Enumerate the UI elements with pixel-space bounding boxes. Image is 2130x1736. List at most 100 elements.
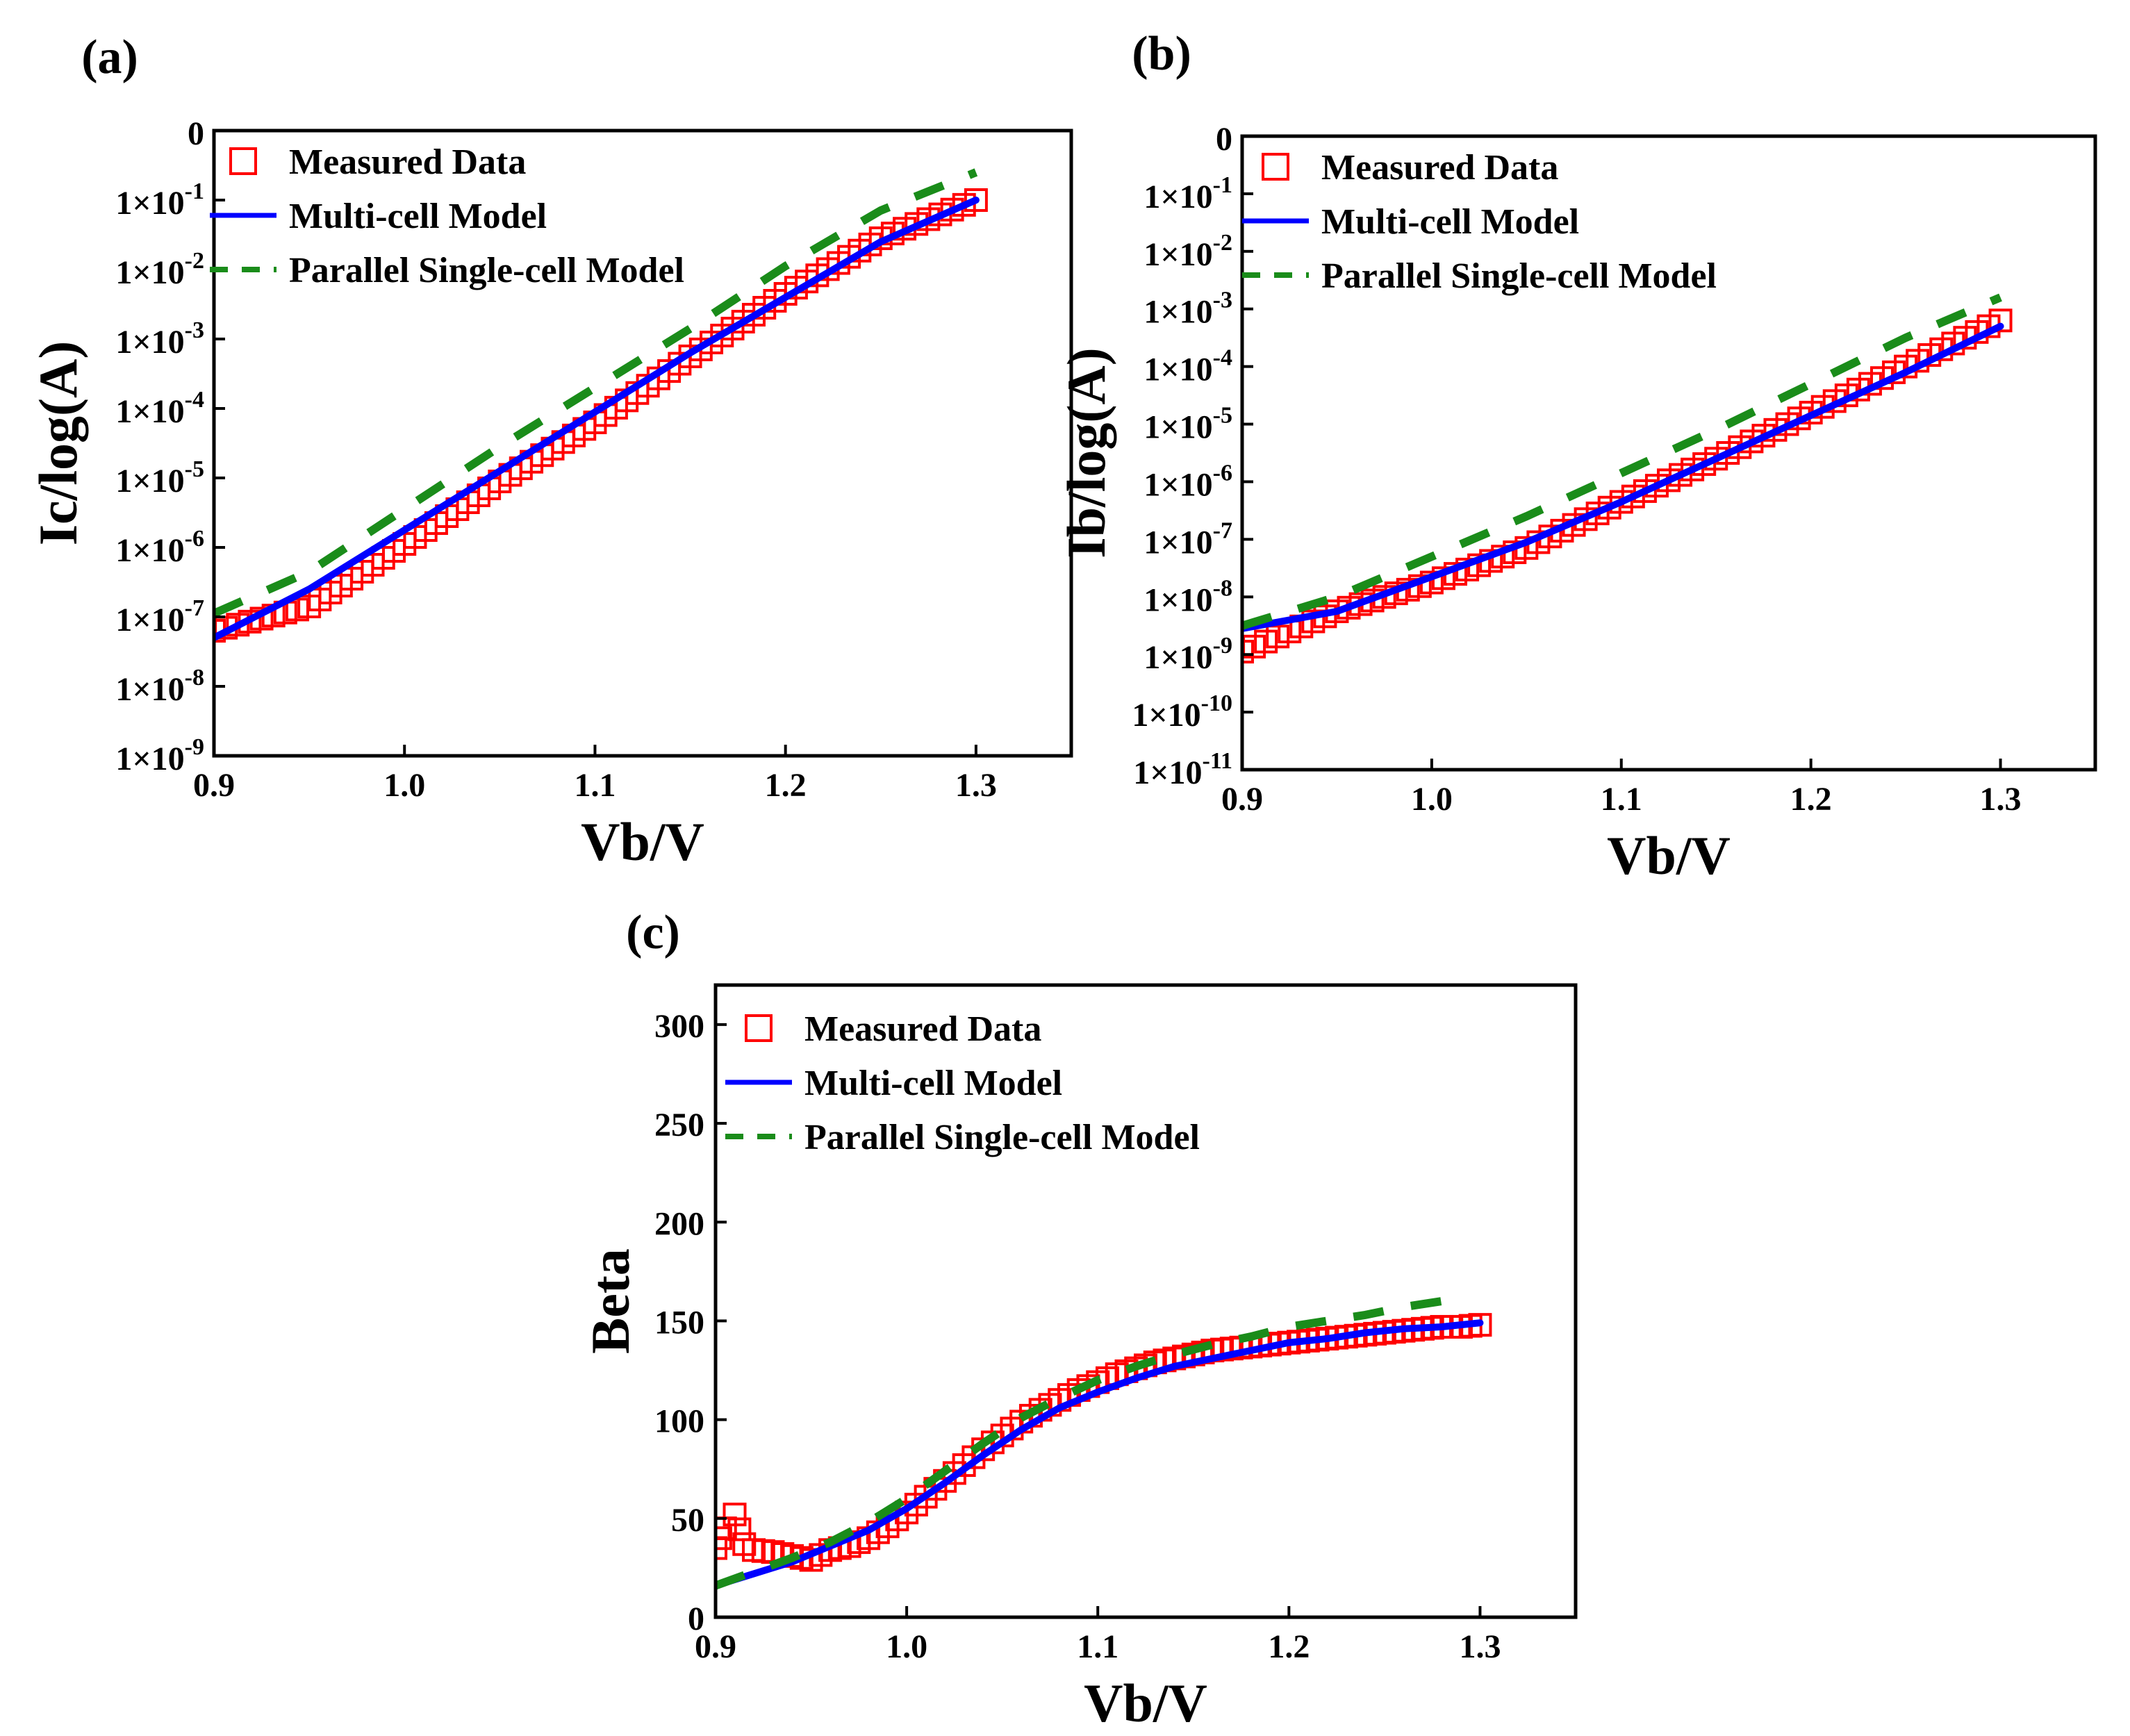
- y-tick-exponent: -4: [185, 387, 204, 413]
- y-tick-exponent: -1: [1213, 172, 1232, 198]
- y-tick-mantissa: 1×10: [115, 671, 184, 708]
- y-tick-mantissa: 1×10: [115, 532, 184, 569]
- y-tick-label: 1×10-7: [1144, 518, 1232, 561]
- x-tick-label: 1.0: [886, 1628, 927, 1665]
- y-tick-label: 0: [688, 1601, 704, 1637]
- y-tick-mantissa: 1×10: [1144, 236, 1212, 273]
- y-tick-exponent: -6: [185, 526, 204, 552]
- plot-frame: [713, 983, 1578, 1619]
- x-tick-label: 1.1: [1077, 1628, 1118, 1665]
- legend: Measured Data Multi-cell Model Parallel Si…: [1242, 148, 1717, 296]
- x-tick-label: 1.3: [1980, 781, 2022, 818]
- y-tick-label: 1×10-8: [115, 665, 204, 708]
- x-tick-label: 0.9: [695, 1628, 736, 1665]
- x-axis-title: Vb/V: [1607, 825, 1731, 886]
- y-tick-mantissa: 1×10: [1144, 409, 1212, 446]
- y-axis-title: Ic/log(A): [28, 341, 88, 546]
- marker-square: [285, 597, 309, 622]
- y-axis-title: Ib/log(A): [1056, 347, 1116, 558]
- y-tick-mantissa: 1×10: [115, 185, 184, 222]
- y-tick-mantissa: 1×10: [115, 324, 184, 361]
- marker-square: [1242, 640, 1254, 664]
- panel-label: (a): [81, 31, 138, 84]
- y-tick-label: 1×10-8: [1144, 575, 1232, 618]
- legend-label: Parallel Single-cell Model: [289, 251, 684, 290]
- marker-square: [1704, 447, 1728, 471]
- y-tick-label: 1×10-7: [115, 595, 204, 638]
- marker-square: [1681, 457, 1705, 481]
- y-tick-mantissa: 1×10: [1144, 581, 1212, 618]
- legend-marker-measured: [229, 147, 257, 175]
- y-tick-exponent: -2: [185, 248, 204, 274]
- y-tick-label: 1×10-1: [1144, 172, 1232, 215]
- chart-panel-2: (b)0.9 1.0 1.1 1.2 1.301×10-11×10-21×10-31×1…: [1056, 27, 2097, 886]
- series-measured-data: [716, 1313, 1492, 1572]
- marker-square: [226, 613, 250, 637]
- legend-label: Parallel Single-cell Model: [1321, 256, 1717, 296]
- marker-square: [1609, 490, 1633, 514]
- y-tick-mantissa: 1×10: [115, 463, 184, 499]
- y-tick-label: 1×10-6: [1144, 460, 1232, 503]
- y-tick-exponent: -6: [1213, 460, 1232, 486]
- legend: Measured Data Multi-cell Model Parallel Si…: [210, 142, 684, 290]
- y-tick-mantissa: 0: [1216, 121, 1232, 158]
- chart-panel-3: (c) 0.9 1.0 1.1 1.2 1.3 0 50 100 150 200 250 300 Vb/V…: [580, 906, 1578, 1733]
- y-tick-exponent: -9: [185, 734, 204, 760]
- y-tick-label: 0: [1216, 121, 1232, 158]
- marker-square: [1657, 468, 1681, 493]
- y-tick-label: 1×10-11: [1133, 748, 1232, 791]
- y-tick-exponent: -4: [1213, 345, 1232, 371]
- y-tick-mantissa: 1×10: [1132, 697, 1200, 734]
- y-tick-label: 1×10-10: [1132, 691, 1232, 734]
- series-multi-cell-line: [716, 1319, 1484, 1589]
- marker-square: [1728, 435, 1752, 459]
- legend-label: Multi-cell Model: [804, 1064, 1062, 1103]
- y-tick-exponent: -7: [185, 595, 204, 621]
- marker-square: [1988, 308, 2013, 333]
- y-tick-label: 1×10-1: [115, 179, 204, 222]
- legend-label: Multi-cell Model: [1321, 202, 1579, 242]
- marker-square: [1254, 629, 1278, 654]
- y-tick-label: 1×10-4: [115, 387, 204, 430]
- y-tick-mantissa: 0: [188, 115, 204, 152]
- series-multi-cell-line: [1242, 322, 2004, 632]
- y-tick-mantissa: 1×10: [115, 602, 184, 638]
- y-tick-mantissa: 1×10: [1144, 639, 1212, 676]
- x-tick-label: 1.0: [383, 767, 425, 804]
- x-tick-label: 1.1: [1601, 781, 1642, 818]
- plot-frame: [212, 129, 1073, 758]
- x-tick-label: 1.1: [574, 767, 616, 804]
- plot-area: [214, 168, 988, 643]
- y-axis-title: Beta: [580, 1248, 641, 1354]
- marker-square: [1301, 609, 1326, 634]
- legend-label: Measured Data: [289, 142, 526, 182]
- marker-square: [1644, 474, 1669, 498]
- y-tick-exponent: -7: [1213, 518, 1232, 543]
- y-tick-label: 1×10-3: [115, 317, 204, 361]
- marker-square: [1266, 625, 1290, 649]
- plot-frame: [1240, 134, 2097, 772]
- legend-label: Parallel Single-cell Model: [804, 1118, 1200, 1157]
- legend-label: Multi-cell Model: [289, 197, 547, 236]
- y-tick-exponent: -2: [1213, 230, 1232, 256]
- y-tick-exponent: -1: [185, 179, 204, 204]
- x-tick-label: 1.2: [765, 767, 807, 804]
- y-tick-mantissa: 1×10: [115, 393, 184, 430]
- legend-marker-measured: [745, 1014, 773, 1042]
- legend: Measured Data Multi-cell Model Parallel Si…: [725, 1009, 1200, 1157]
- y-tick-label: 0: [188, 115, 204, 152]
- y-tick-label: 1×10-6: [115, 526, 204, 569]
- y-tick-mantissa: 1×10: [1144, 466, 1212, 503]
- y-tick-exponent: -8: [1213, 575, 1232, 601]
- y-tick-label: 1×10-9: [1144, 633, 1232, 676]
- y-tick-mantissa: 1×10: [1144, 179, 1212, 215]
- series-parallel-single-cell-line: [214, 168, 978, 618]
- series-parallel-single-cell-line: [716, 1297, 1443, 1590]
- y-tick-exponent: -5: [185, 456, 204, 482]
- panel-label: (b): [1132, 27, 1191, 81]
- y-tick-label: 200: [654, 1205, 704, 1242]
- marker-square: [1669, 463, 1693, 487]
- marker-square: [1621, 484, 1645, 509]
